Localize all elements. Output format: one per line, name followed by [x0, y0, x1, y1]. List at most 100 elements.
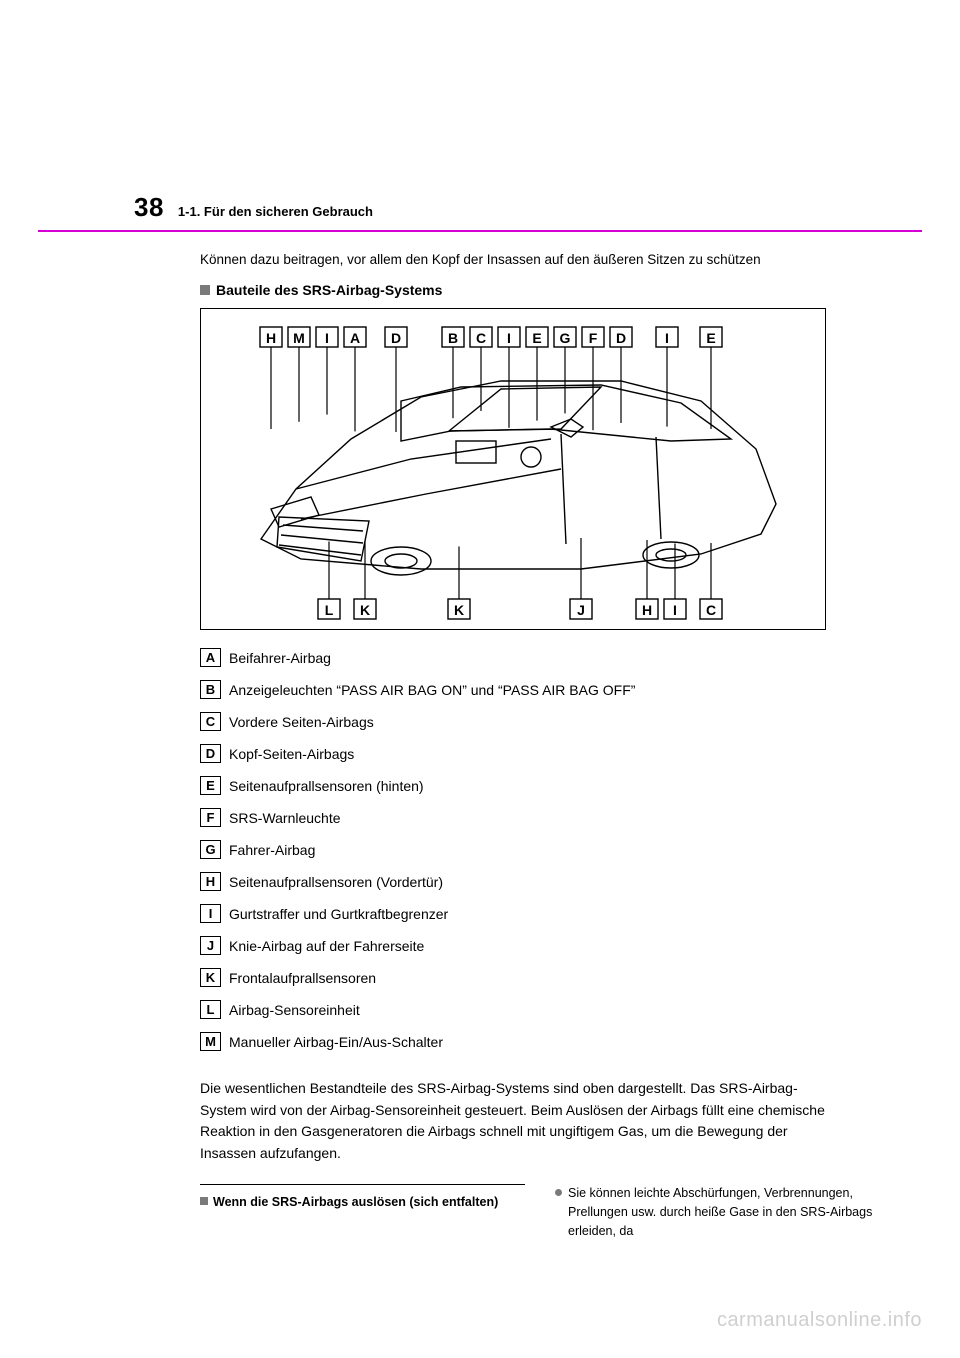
legend: A Beifahrer-Airbag BAnzeigeleuchten “PASS … [200, 648, 860, 1064]
body-paragraph: Die wesentlichen Bestandteile des SRS-Ai… [200, 1078, 840, 1165]
svg-text:A: A [350, 330, 360, 346]
callout: C [700, 543, 722, 619]
svg-text:G: G [560, 330, 571, 346]
svg-text:C: C [476, 330, 486, 346]
svg-text:H: H [266, 330, 276, 346]
callout: G [554, 327, 576, 413]
legend-item: G Fahrer-Airbag [200, 840, 860, 859]
legend-letter-box: I [200, 904, 221, 923]
subheading-text: Bauteile des SRS-Airbag-Systems [216, 282, 442, 298]
callout: F [582, 327, 604, 430]
legend-item: BAnzeigeleuchten “PASS AIR BAG ON” und “… [200, 680, 860, 699]
srs-airbag-diagram: H M I A D B C I E G F D I E L K K J H I C [200, 308, 826, 630]
legend-text: Kopf-Seiten-Airbags [229, 746, 354, 762]
legend-letter-box: E [200, 776, 221, 795]
footer-left-heading-text: Wenn die SRS-Airbags auslösen (sich entf… [213, 1193, 498, 1212]
callout: I [316, 327, 338, 415]
svg-text:E: E [532, 330, 541, 346]
legend-item: A Beifahrer-Airbag [200, 648, 860, 667]
car-outline [261, 381, 776, 575]
callout: L [318, 542, 340, 620]
svg-text:E: E [706, 330, 715, 346]
svg-text:I: I [325, 330, 329, 346]
page-header: 38 1-1. Für den sicheren Gebrauch [134, 192, 920, 223]
callout: H [260, 327, 282, 429]
header-divider [38, 230, 922, 232]
footer-columns: Wenn die SRS-Airbags auslösen (sich entf… [200, 1184, 880, 1240]
callout: H [636, 540, 658, 619]
legend-letter-box: A [200, 648, 221, 667]
legend-text: SRS-Warnleuchte [229, 810, 341, 826]
legend-item: JKnie-Airbag auf der Fahrerseite [200, 936, 860, 955]
legend-letter-box: F [200, 808, 221, 827]
legend-text: Seitenaufprallsensoren (hinten) [229, 778, 424, 794]
legend-item: C Vordere Seiten-Airbags [200, 712, 860, 731]
legend-letter-box: G [200, 840, 221, 859]
manual-page: 38 1-1. Für den sicheren Gebrauch Können… [0, 0, 960, 1358]
footer-divider [200, 1184, 525, 1185]
footer-col-right: Sie können leichte Abschürfungen, Verbre… [555, 1184, 880, 1240]
legend-text: Manueller Airbag-Ein/Aus-Schalter [229, 1034, 443, 1050]
legend-letter-box: D [200, 744, 221, 763]
svg-text:K: K [454, 602, 464, 618]
callout: A [344, 327, 366, 431]
legend-letter-box: K [200, 968, 221, 987]
legend-item: D Kopf-Seiten-Airbags [200, 744, 860, 763]
bullet-dot-icon [555, 1189, 562, 1196]
legend-item: K Frontalaufprallsensoren [200, 968, 860, 987]
legend-text: Frontalaufprallsensoren [229, 970, 376, 986]
svg-text:I: I [507, 330, 511, 346]
legend-item: F SRS-Warnleuchte [200, 808, 860, 827]
callout: M [288, 327, 310, 422]
legend-letter-box: H [200, 872, 221, 891]
square-bullet-icon [200, 1197, 208, 1205]
legend-item: E Seitenaufprallsensoren (hinten) [200, 776, 860, 795]
svg-text:B: B [448, 330, 458, 346]
svg-text:I: I [673, 602, 677, 618]
callout: K [448, 547, 470, 620]
svg-text:J: J [577, 602, 585, 618]
legend-item: I Gurtstraffer und Gurtkraftbegrenzer [200, 904, 860, 923]
footer-right-bullet-text: Sie können leichte Abschürfungen, Verbre… [568, 1184, 880, 1240]
legend-letter-box: B [200, 680, 221, 699]
svg-text:C: C [706, 602, 716, 618]
legend-text: Knie-Airbag auf der Fahrerseite [229, 938, 424, 954]
square-bullet-icon [200, 285, 210, 295]
callout: E [526, 327, 548, 421]
legend-item: H Seitenaufprallsensoren (Vordertür) [200, 872, 860, 891]
legend-item: M Manueller Airbag-Ein/Aus-Schalter [200, 1032, 860, 1051]
svg-text:D: D [616, 330, 626, 346]
intro-text: Können dazu beitragen, vor allem den Kop… [200, 252, 880, 267]
svg-text:L: L [325, 602, 334, 618]
legend-letter-box: C [200, 712, 221, 731]
legend-text: Gurtstraffer und Gurtkraftbegrenzer [229, 906, 448, 922]
callout: J [570, 538, 592, 619]
page-number: 38 [134, 192, 164, 223]
watermark: carmanualsonline.info [717, 1309, 922, 1332]
legend-letter-box: L [200, 1000, 221, 1019]
diagram-svg: H M I A D B C I E G F D I E L K K J H I C [201, 309, 827, 631]
svg-text:D: D [391, 330, 401, 346]
legend-letter-box: M [200, 1032, 221, 1051]
callout: E [700, 327, 722, 429]
section-title: 1-1. Für den sicheren Gebrauch [178, 204, 373, 219]
svg-text:K: K [360, 602, 370, 618]
legend-item: L Airbag-Sensoreinheit [200, 1000, 860, 1019]
svg-text:H: H [642, 602, 652, 618]
footer-left-heading: Wenn die SRS-Airbags auslösen (sich entf… [200, 1193, 525, 1212]
legend-text: Beifahrer-Airbag [229, 650, 331, 666]
legend-text: Seitenaufprallsensoren (Vordertür) [229, 874, 443, 890]
callout: I [656, 327, 678, 427]
svg-text:M: M [293, 330, 305, 346]
callout: I [664, 544, 686, 620]
callout: I [498, 327, 520, 428]
footer-right-bullet: Sie können leichte Abschürfungen, Verbre… [555, 1184, 880, 1240]
legend-text: Fahrer-Airbag [229, 842, 315, 858]
legend-text: Airbag-Sensoreinheit [229, 1002, 360, 1018]
callout: D [610, 327, 632, 423]
callout: B [442, 327, 464, 418]
svg-text:I: I [665, 330, 669, 346]
svg-text:F: F [589, 330, 598, 346]
callout: K [354, 541, 376, 619]
legend-text: Vordere Seiten-Airbags [229, 714, 374, 730]
